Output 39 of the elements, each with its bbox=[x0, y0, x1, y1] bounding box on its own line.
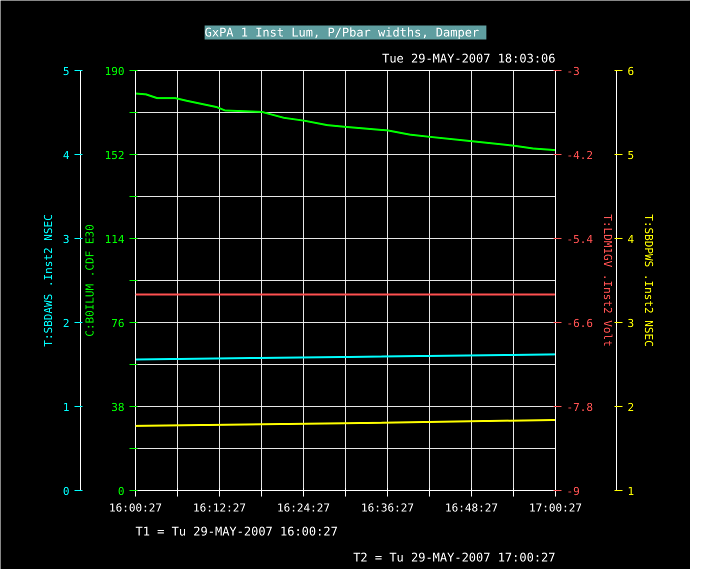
y-tick-label: 114 bbox=[104, 233, 125, 246]
y2-tick-label: 1 bbox=[62, 401, 70, 414]
x-tick-label: 16:24:27 bbox=[277, 502, 330, 514]
y-tick-label: 0 bbox=[118, 485, 124, 498]
y-tick-label: -7.8 bbox=[566, 401, 593, 414]
y-tick-label: 76 bbox=[111, 317, 125, 330]
text: T:SBDAWS .Inst2 NSEC bbox=[42, 214, 55, 347]
x-tick-label: 17:00:27 bbox=[529, 502, 582, 514]
y-tick-label: 152 bbox=[104, 149, 125, 162]
x-tick-label: 16:36:27 bbox=[361, 502, 414, 514]
text: T:LDM1GV .Inst2 Volt bbox=[600, 214, 614, 347]
line-series bbox=[136, 92, 556, 152]
y2-tick-label: 3 bbox=[62, 233, 70, 246]
y-tick-label: 190 bbox=[104, 65, 125, 78]
y2-tick-label: 1 bbox=[628, 485, 634, 498]
x-tick-label: 16:48:27 bbox=[445, 502, 498, 514]
y-tick-label: -3 bbox=[566, 65, 580, 78]
y2-tick-label: 4 bbox=[628, 233, 634, 246]
y2-tick-label: 2 bbox=[628, 401, 634, 414]
text: T:SBDPWS .Inst2 NSEC bbox=[642, 214, 656, 347]
y2-tick-label: 4 bbox=[62, 149, 70, 162]
y2-tick-label: 3 bbox=[628, 317, 634, 330]
text: T2 = Tu 29-MAY-2007 17:00:27 bbox=[353, 550, 556, 564]
y2-tick-label: 5 bbox=[62, 65, 70, 78]
y-tick-label: -5.4 bbox=[566, 233, 594, 246]
text: C:B0ILUM .CDF E30 bbox=[84, 224, 97, 337]
y2-tick-label: 5 bbox=[628, 149, 634, 162]
chart-subtitle: Tue 29-MAY-2007 18:03:06 bbox=[382, 52, 556, 66]
y-tick-label: -6.6 bbox=[566, 317, 593, 330]
text: T1 = Tu 29-MAY-2007 16:00:27 bbox=[136, 524, 338, 538]
chart-title: GxPA 1 Inst Lum, P/Pbar widths, Damper bbox=[204, 26, 480, 40]
y-tick-label: 38 bbox=[111, 401, 125, 414]
y2-tick-label: 0 bbox=[62, 485, 70, 498]
y2-tick-label: 6 bbox=[628, 65, 634, 78]
y-tick-label: -9 bbox=[566, 485, 580, 498]
x-tick-label: 16:12:27 bbox=[193, 502, 246, 514]
y2-tick-label: 2 bbox=[62, 317, 70, 330]
x-tick-label: 16:00:27 bbox=[109, 502, 162, 514]
y-tick-label: -4.2 bbox=[566, 149, 593, 162]
